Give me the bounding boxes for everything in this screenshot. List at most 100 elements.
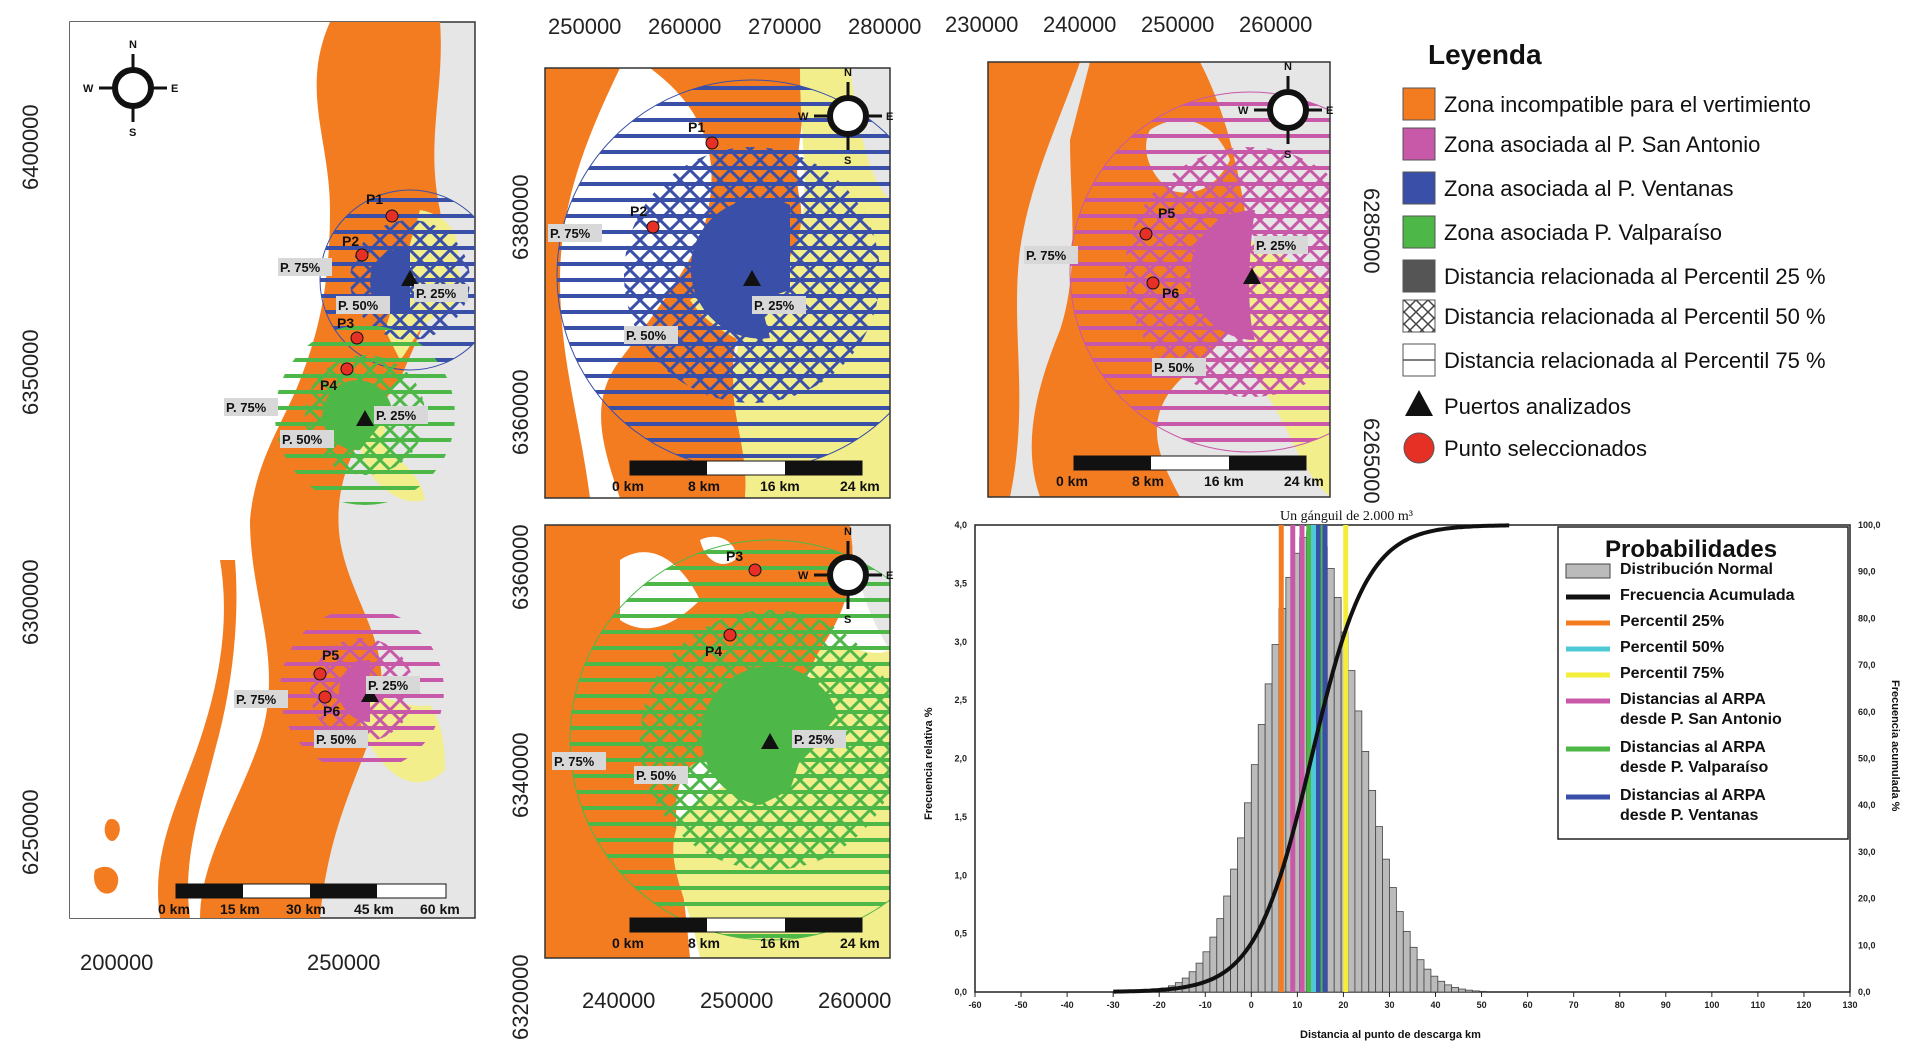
overview-pct-label: P. 75% (280, 260, 321, 275)
ventanas-y-tick: 6380000 (508, 174, 533, 260)
valparaiso-pct-label: P. 50% (636, 768, 677, 783)
x-tick-label: 130 (1842, 1000, 1857, 1010)
legend: Leyenda Zona incompatible para el vertim… (1402, 39, 1826, 464)
histogram-bar (1202, 951, 1211, 993)
legend-port-icon (1405, 390, 1433, 416)
ventanas-pct-label: P. 75% (550, 226, 591, 241)
map-sanantonio: P5 P6 P. 75% P. 50% P. 25% N S W E 0 km … (945, 12, 1384, 504)
sanantonio-x-tick: 240000 (1043, 12, 1116, 37)
overview-pct-label: P. 50% (316, 732, 357, 747)
histogram-bar (1216, 918, 1225, 993)
x-tick-label: -20 (1153, 1000, 1166, 1010)
histogram-bar (1451, 986, 1459, 993)
legend-swatch-valparaiso (1402, 215, 1436, 249)
x-tick-label: 120 (1796, 1000, 1811, 1010)
svg-text:S: S (129, 127, 136, 139)
chart-title: Un gánguil de 2.000 m³ (1280, 509, 1413, 524)
overview-x-tick: 200000 (80, 950, 153, 975)
y-tick-label: 2,0 (954, 754, 967, 764)
y-tick-label: 3,5 (954, 578, 967, 588)
svg-text:16 km: 16 km (760, 478, 800, 494)
legend-item: Distancia relacionada al Percentil 75 % (1444, 348, 1826, 373)
svg-text:N: N (129, 39, 137, 51)
histogram-bar (1250, 764, 1259, 993)
svg-text:N: N (844, 526, 852, 538)
histogram-bar (1375, 826, 1383, 993)
overview-y-tick: 6350000 (18, 329, 43, 415)
x-tick-label: 70 (1569, 1000, 1579, 1010)
valparaiso-x-tick: 260000 (818, 988, 891, 1013)
valparaiso-pct-label: P. 25% (794, 732, 835, 747)
y2-tick-label: 0,0 (1858, 987, 1871, 997)
ventanas-pct-label: P. 50% (626, 328, 667, 343)
x-tick-label: 10 (1292, 1000, 1302, 1010)
svg-text:0 km: 0 km (612, 935, 644, 951)
ventanas-point-label: P1 (688, 119, 705, 135)
chart-legend: Probabilidades Distribución Normal Frecue… (1557, 526, 1849, 840)
overview-x-tick: 250000 (307, 950, 380, 975)
cumulative-frequency-line (1113, 523, 1510, 994)
y2-tick-label: 100,0 (1858, 520, 1881, 530)
x-tick-label: 80 (1615, 1000, 1625, 1010)
svg-text:S: S (1284, 149, 1291, 161)
valparaiso-x-tick: 250000 (700, 988, 773, 1013)
histogram-bar (1430, 975, 1439, 993)
svg-text:24 km: 24 km (840, 478, 880, 494)
svg-text:30 km: 30 km (286, 901, 326, 917)
histogram-bar (1409, 946, 1418, 993)
ventanas-x-tick: 260000 (648, 14, 721, 39)
chart-legend-label: Distribución Normal (1620, 561, 1773, 578)
overview-y-tick: 6300000 (18, 559, 43, 645)
svg-text:45 km: 45 km (354, 901, 394, 917)
overview-pct-label: P. 75% (226, 400, 267, 415)
overview-point-label: P2 (342, 233, 359, 249)
histogram-bar (1478, 990, 1487, 993)
y-tick-label: 1,5 (954, 812, 967, 822)
x-tick-label: 40 (1431, 1000, 1441, 1010)
svg-text:0 km: 0 km (158, 901, 190, 917)
x-tick-label: -50 (1015, 1000, 1028, 1010)
sanantonio-scale-bar: 0 km 8 km 16 km 24 km (1056, 455, 1324, 489)
histogram-bar (1382, 858, 1390, 993)
svg-text:0 km: 0 km (1056, 473, 1088, 489)
legend-item: Zona incompatible para el vertimiento (1444, 92, 1811, 117)
legend-title: Leyenda (1428, 39, 1542, 70)
svg-text:W: W (1238, 105, 1249, 117)
overview-pct-label: P. 75% (236, 692, 277, 707)
histogram-bar (1437, 980, 1446, 993)
sanantonio-y-tick: 6285000 (1359, 188, 1384, 274)
sanantonio-x-tick: 260000 (1239, 12, 1312, 37)
x-tick-label: -40 (1061, 1000, 1074, 1010)
histogram-bar (1195, 962, 1204, 993)
y-tick-label: 0,5 (954, 929, 967, 939)
y-tick-label: 1,0 (954, 870, 967, 880)
overview-pct-label: P. 25% (368, 678, 409, 693)
legend-item: Puertos analizados (1444, 394, 1631, 419)
valparaiso-y-tick: 6360000 (508, 524, 533, 610)
svg-text:W: W (798, 111, 809, 123)
histogram-bar (1354, 710, 1363, 993)
overview-point-label: P3 (337, 315, 354, 331)
histogram-bar (1326, 568, 1335, 993)
legend-swatch-sanantonio (1402, 127, 1436, 161)
sanantonio-pct-label: P. 25% (1256, 238, 1297, 253)
chart-legend-label: Percentil 50% (1620, 639, 1724, 656)
histogram-bar (1264, 683, 1273, 993)
histogram-bar (1423, 968, 1432, 993)
compass-icon: N S W E (798, 67, 893, 167)
chart-legend-title: Probabilidades (1605, 536, 1777, 563)
compass-icon: N S W E (1238, 61, 1333, 161)
histogram-bar (1188, 971, 1197, 993)
svg-text:0 km: 0 km (612, 478, 644, 494)
svg-text:15 km: 15 km (220, 901, 260, 917)
x-tick-label: -10 (1199, 1000, 1212, 1010)
chart-legend-label: Distancias al ARPA (1620, 787, 1766, 804)
svg-text:W: W (83, 83, 94, 95)
valparaiso-pct-label: P. 75% (554, 754, 595, 769)
sanantonio-pct-label: P. 75% (1026, 248, 1067, 263)
y2-tick-label: 50,0 (1858, 754, 1876, 764)
overview-point-label: P5 (322, 647, 339, 663)
svg-text:16 km: 16 km (760, 935, 800, 951)
probability-chart: -60 -50 -40 -30 -20 -10 0 10 20 30 40 50 60 70 80 90 100… (923, 509, 1901, 1041)
